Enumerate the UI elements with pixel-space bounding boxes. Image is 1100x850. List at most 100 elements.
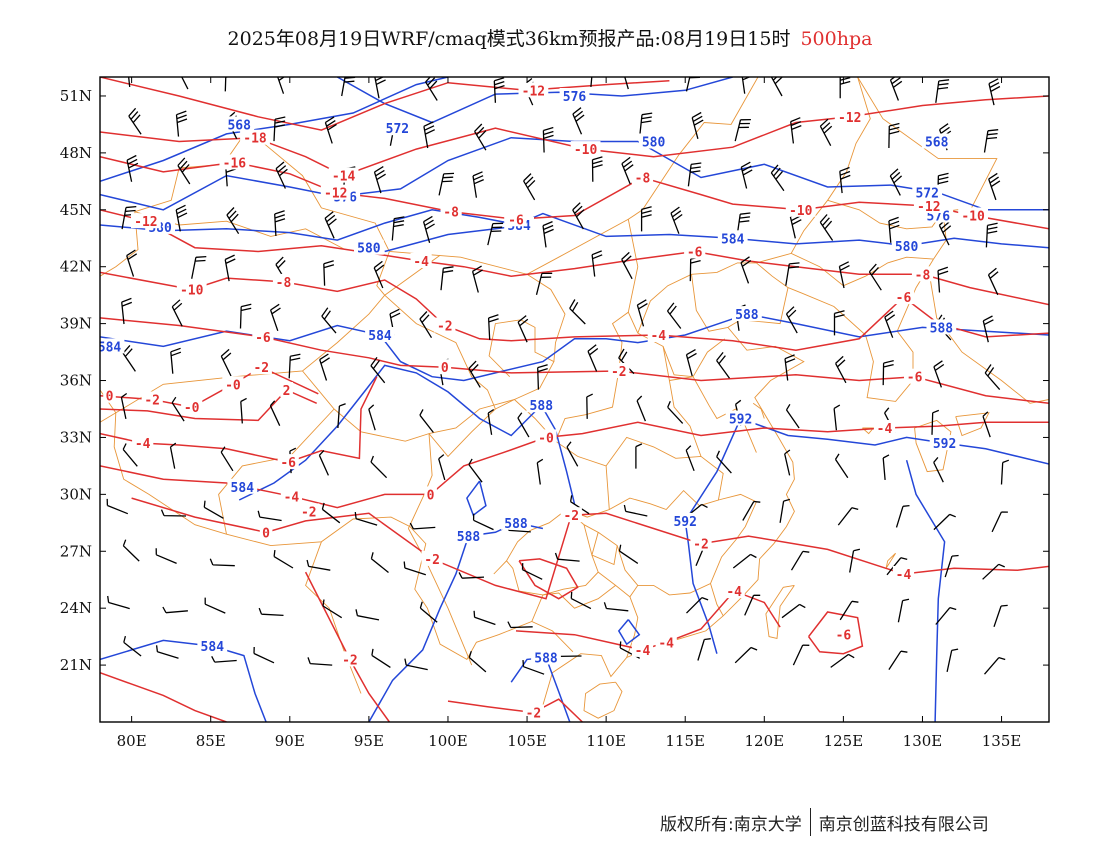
temperature-contour-label: -4 (413, 255, 429, 270)
boundary-line (583, 524, 618, 566)
height-contour-label: 584 (721, 232, 745, 247)
height-contour-label-bg (453, 528, 484, 544)
wind-barb (257, 510, 282, 522)
temperature-contour-label-bg (272, 273, 295, 289)
wind-barb (982, 315, 994, 343)
height-contour-label-bg (732, 306, 762, 322)
wind-barb (269, 303, 281, 332)
height-contour-label: 568 (925, 136, 949, 151)
wind-barb (888, 122, 900, 149)
wind-barb (933, 360, 945, 388)
wind-barb (884, 310, 896, 338)
temperature-contour (100, 671, 227, 722)
wind-barb (177, 157, 191, 185)
wind-barb (839, 166, 851, 194)
temperature-contour-label: -14 (332, 170, 356, 185)
wind-barb (107, 595, 130, 610)
wind-barb (882, 359, 894, 386)
temperature-contour-label-bg (141, 391, 163, 407)
wind-barb (838, 261, 850, 289)
wind-barb (269, 400, 281, 426)
wind-barb (224, 254, 236, 282)
temperature-contour (304, 571, 391, 722)
temperature-contour-label-bg (631, 169, 654, 185)
lat-tick-label: 42N (60, 258, 92, 276)
temperature-contour-label: -6 (255, 331, 271, 346)
footer-divider (809, 808, 811, 836)
wind-barb (507, 621, 533, 629)
wind-barb (322, 599, 343, 619)
wind-barb (740, 256, 752, 284)
wind-barb (770, 164, 785, 192)
wind-barb (487, 314, 499, 340)
wind-barb (935, 79, 950, 103)
lat-tick-label: 48N (60, 144, 92, 162)
wind-barb (537, 364, 548, 390)
wind-barb (468, 458, 483, 483)
pressure-level-label: 500hpa (800, 28, 873, 50)
temperature-contour-label: -10 (180, 284, 204, 299)
temperature-contour-label: -4 (726, 585, 742, 600)
height-contour-label: 580 (895, 240, 919, 255)
temperature-contour-label: -12 (522, 84, 545, 99)
wind-barb (175, 204, 188, 232)
wind-barb (321, 502, 341, 524)
map-layers: 5685725765805685765805845805845725765805… (100, 77, 1049, 722)
temperature-contour-label-bg (647, 327, 669, 342)
wind-barb (121, 205, 137, 230)
temperature-contour-label: -12 (134, 215, 157, 230)
temperature-contour-label: -2 (424, 553, 440, 568)
lon-tick-label: 110E (586, 732, 626, 750)
wind-barb (716, 450, 732, 474)
boundary-line (597, 571, 639, 598)
wind-barb (740, 161, 753, 189)
wind-barb (833, 404, 841, 431)
wind-barb (253, 646, 275, 664)
wind-barb (944, 554, 959, 578)
wind-barb (988, 78, 1001, 106)
lon-tick-label: 135E (982, 732, 1022, 750)
wind-barb (371, 648, 391, 668)
wind-barb (354, 512, 378, 526)
temperature-contour (100, 155, 1049, 230)
temperature-contour-label-bg (328, 167, 359, 183)
wind-barb (487, 222, 504, 246)
wind-barb (123, 635, 142, 657)
wind-barb (621, 156, 634, 185)
wind-barb (897, 598, 910, 623)
temperature-contour-label: -10 (574, 143, 598, 158)
height-contour-label: 588 (457, 530, 481, 545)
temperature-contour-label-bg (785, 201, 816, 217)
boundary-line (914, 419, 952, 473)
wind-barb (121, 297, 133, 325)
lon-tick-label: 130E (903, 732, 943, 750)
height-contour-label-bg (197, 638, 228, 654)
wind-barb (691, 111, 704, 139)
title-text: 2025年08月19日WRF/cmaq模式36km预报产品:08月19日15时 (227, 28, 791, 50)
temperature-contour-label-bg (723, 583, 745, 599)
height-contour (100, 77, 449, 183)
temperature-contour-label-bg (560, 507, 582, 523)
wind-barb (685, 349, 697, 377)
lat-tick-label: 27N (60, 542, 92, 560)
wind-barb (204, 597, 226, 614)
wind-barb (355, 609, 380, 621)
height-contour-label-bg (354, 239, 384, 255)
temperature-contour-label-bg (131, 213, 161, 229)
axis-ticks (100, 77, 1049, 722)
height-contour-label-bg (224, 116, 255, 132)
chart-title: 2025年08月19日WRF/cmaq模式36km预报产品:08月19日15时 5… (0, 24, 1100, 51)
wind-barb (833, 310, 845, 336)
temperature-contour-label: -6 (508, 213, 524, 228)
temperature-contour-label-bg (690, 535, 712, 551)
wind-barb (170, 347, 182, 374)
height-contour-label: 592 (933, 437, 956, 452)
wind-barb (341, 77, 356, 97)
temperature-contour-label: -6 (280, 456, 296, 471)
wind-barb (889, 168, 903, 196)
temperature-contour-label: -4 (658, 636, 674, 651)
height-contour-label-bg (526, 397, 557, 413)
height-contour (617, 619, 641, 646)
wind-barb (471, 265, 483, 293)
wind-barb (211, 656, 237, 663)
